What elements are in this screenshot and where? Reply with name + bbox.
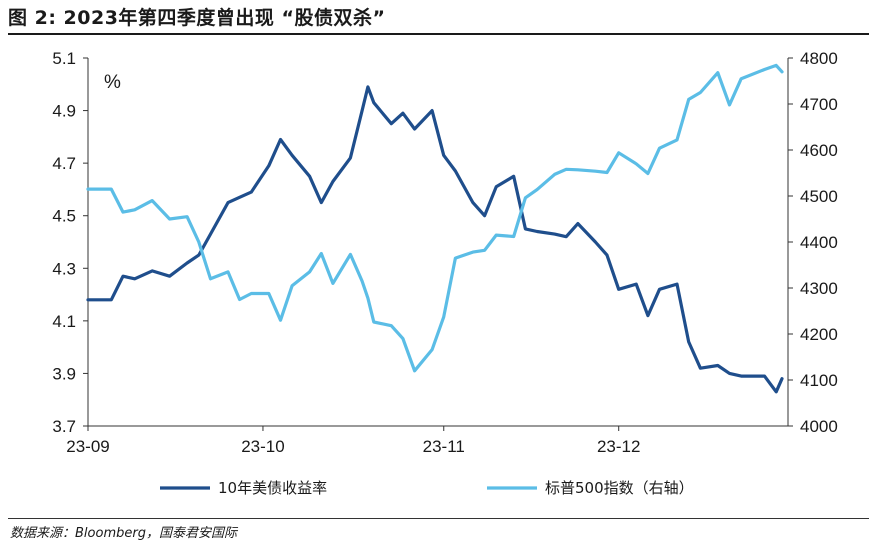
source-note: 数据来源：Bloomberg，国泰君安国际 [10,526,237,541]
chart-axes [87,58,789,427]
source-divider [8,518,869,519]
figure-title: 图 2: 2023年第四季度曾出现 “股债双杀” [8,7,386,29]
y-left-tick-label: 4.1 [52,312,76,331]
y-right-tick-label: 4500 [800,187,838,206]
x-tick-label: 23-10 [241,437,284,456]
y-right-tick-label: 4000 [800,417,838,436]
x-tick-label: 23-09 [66,437,109,456]
y-right-tick-label: 4700 [800,95,838,114]
y-left-tick-label: 5.1 [52,49,76,68]
x-tick-label: 23-11 [423,437,465,456]
y-left-tick-label: 4.3 [52,259,76,278]
series-line-sp500 [86,63,784,373]
y-left-tick-label: 4.5 [52,207,76,226]
x-tick-label: 23-12 [597,437,640,456]
title-underline [8,33,869,35]
y-right-tick-label: 4800 [800,49,838,68]
y-right-tick-label: 4600 [800,141,838,160]
y-left-tick-label: 3.7 [52,417,76,436]
chart-legend: 10年美债收益率 标普500指数（右轴） [160,479,694,497]
y-right-tick-label: 4400 [800,233,838,252]
y-left-tick-label: 3.9 [52,364,76,383]
y-right-tick-label: 4300 [800,279,838,298]
y-unit-label: % [104,72,121,93]
y-left-tick-label: 4.9 [52,102,76,121]
legend-label: 10年美债收益率 [218,479,327,497]
y-left-tick-label: 4.7 [52,154,76,173]
chart-ticks: 5.1 4.9 4.7 4.5 4.3 4.1 3.9 3.7 4800 4700 4600 4500… [52,49,837,456]
y-right-tick-label: 4100 [800,371,838,390]
legend-label: 标普500指数（右轴） [545,479,694,497]
y-right-tick-label: 4200 [800,325,838,344]
chart-lines [86,63,784,394]
series-line-treasury-yield [86,85,784,394]
